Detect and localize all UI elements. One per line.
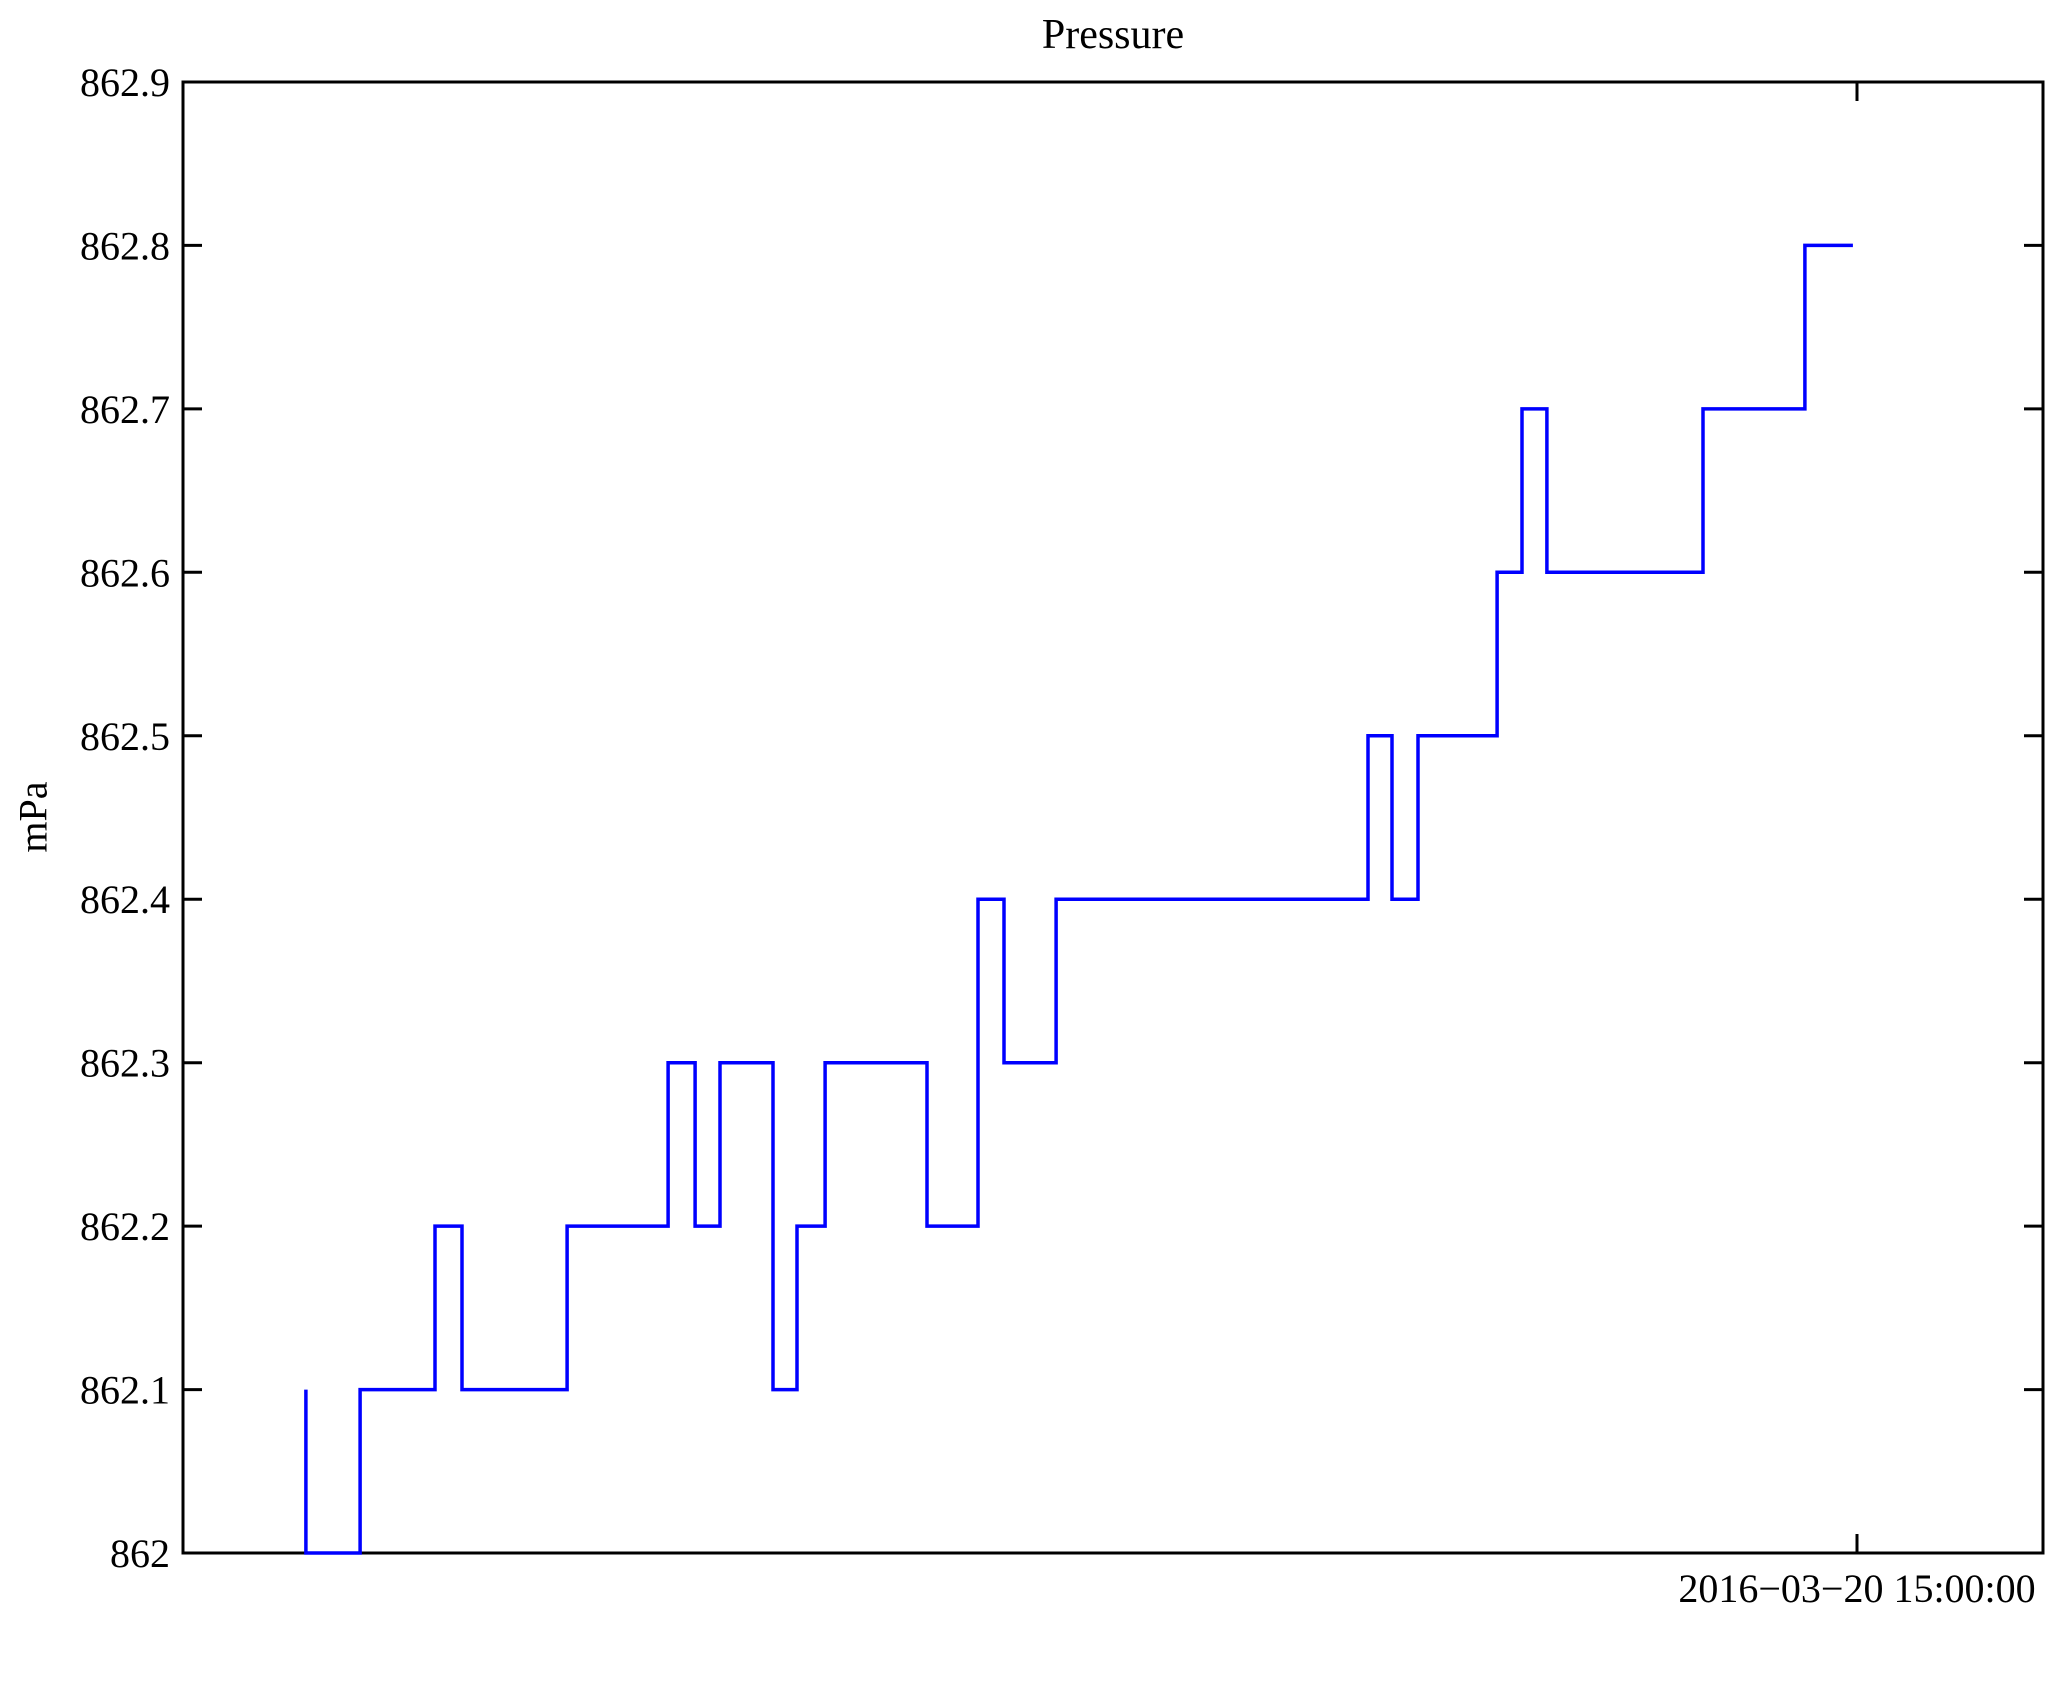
- y-tick-label: 862.9: [80, 60, 170, 105]
- y-tick-label: 862.3: [80, 1041, 170, 1086]
- y-tick-label: 862: [110, 1531, 170, 1576]
- y-tick-label: 862.5: [80, 714, 170, 759]
- y-tick-label: 862.7: [80, 387, 170, 432]
- y-tick-label: 862.6: [80, 550, 170, 595]
- x-tick-label: 2016−03−20 15:00:00: [1678, 1566, 2035, 1611]
- y-tick-label: 862.8: [80, 223, 170, 268]
- y-tick-label: 862.1: [80, 1368, 170, 1413]
- chart-title: Pressure: [1041, 12, 1185, 58]
- y-tick-label: 862.2: [80, 1204, 170, 1249]
- y-axis-label: mPa: [10, 781, 56, 853]
- pressure-series-line: [304, 243, 1853, 1555]
- plot-frame: [181, 80, 2045, 1555]
- y-tick-label: 862.4: [80, 877, 170, 922]
